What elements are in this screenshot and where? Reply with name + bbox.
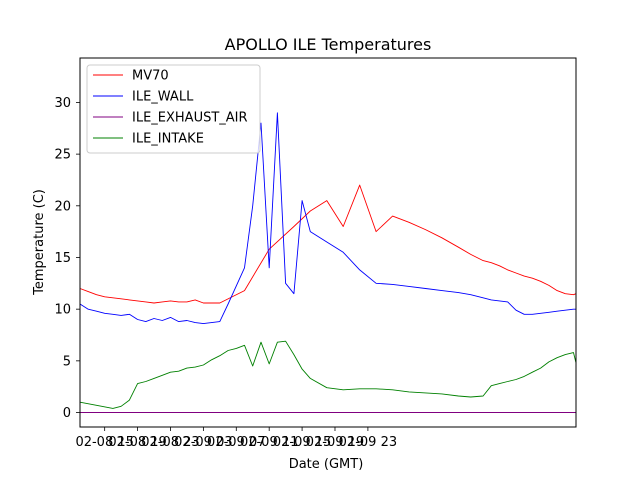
- y-tick-label: 20: [54, 199, 71, 214]
- plot-frame: [79, 57, 577, 428]
- x-tick-label: 02-08 15: [75, 435, 133, 450]
- series-line-ile-intake: [79, 340, 577, 409]
- legend-label: MV70: [132, 69, 169, 84]
- x-tick-label: 02-09 19: [306, 435, 364, 450]
- y-tick-label: 0: [63, 406, 71, 421]
- legend: MV70 ILE_WALL ILE_EXHAUST_AIR ILE_INTAKE: [86, 64, 261, 154]
- x-tick-label: 02-08 23: [141, 435, 199, 450]
- y-tick-label: 5: [63, 354, 71, 369]
- series-layer: [79, 112, 577, 413]
- y-axis-ticks: 0 5 10 15 20 25 30: [54, 96, 80, 421]
- y-axis-label: Temperature (C): [32, 189, 47, 296]
- legend-box: [86, 64, 261, 154]
- legend-label: ILE_EXHAUST_AIR: [132, 111, 248, 126]
- y-tick-label: 30: [54, 96, 71, 111]
- chart-title: APOLLO ILE Temperatures: [225, 35, 432, 54]
- y-tick-label: 15: [54, 251, 71, 266]
- x-axis-label: Date (GMT): [289, 457, 364, 472]
- legend-label: ILE_WALL: [132, 90, 194, 105]
- x-tick-label: 02-09 11: [240, 435, 298, 450]
- x-tick-label: 02-09 15: [273, 435, 331, 450]
- y-tick-label: 25: [54, 148, 71, 163]
- series-line-ile-wall: [79, 112, 576, 325]
- y-tick-label: 10: [54, 303, 71, 318]
- legend-label: ILE_INTAKE: [132, 132, 204, 147]
- series-line-mv70: [79, 184, 577, 304]
- x-tick-label: 02-09 07: [207, 435, 265, 450]
- x-tick-label: 02-09 23: [339, 435, 397, 450]
- x-tick-label: 02-09 03: [174, 435, 232, 450]
- x-tick-label: 02-08 19: [108, 435, 166, 450]
